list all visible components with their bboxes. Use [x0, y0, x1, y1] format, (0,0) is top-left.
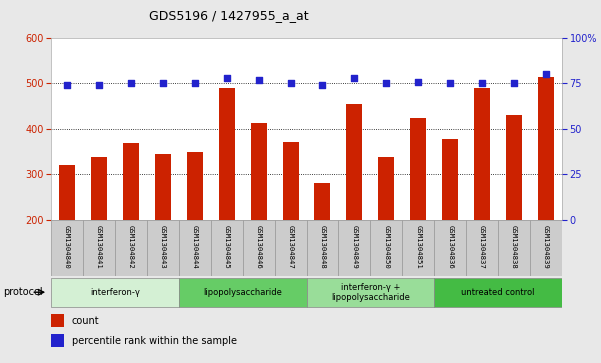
Bar	[147, 220, 179, 276]
Point	[285, 81, 295, 86]
Point	[126, 81, 136, 86]
Text: GSM1304845: GSM1304845	[224, 225, 230, 269]
Bar	[346, 104, 362, 220]
Text: GSM1304836: GSM1304836	[447, 225, 453, 269]
Text: GSM1304848: GSM1304848	[320, 225, 326, 269]
Text: GSM1304840: GSM1304840	[64, 225, 70, 269]
Bar	[538, 77, 554, 220]
Bar	[59, 165, 75, 220]
Bar	[51, 314, 64, 327]
Bar	[474, 88, 490, 220]
Text: GSM1304847: GSM1304847	[287, 225, 293, 269]
Bar	[275, 220, 307, 276]
Bar	[314, 183, 331, 220]
Text: GSM1304849: GSM1304849	[352, 225, 358, 269]
Point	[222, 75, 231, 81]
Point	[413, 79, 423, 85]
Bar	[51, 220, 83, 276]
Bar	[251, 123, 267, 220]
Bar	[338, 220, 370, 276]
Text: GSM1304843: GSM1304843	[160, 225, 166, 269]
Point	[63, 82, 72, 88]
Bar	[307, 220, 338, 276]
Bar	[379, 157, 394, 220]
Text: GSM1304850: GSM1304850	[383, 225, 389, 269]
Bar	[434, 220, 466, 276]
Bar	[51, 334, 64, 347]
Point	[190, 81, 200, 86]
Bar	[123, 143, 139, 220]
Text: protocol: protocol	[3, 287, 43, 297]
Bar	[466, 220, 498, 276]
Bar	[506, 115, 522, 220]
Point	[94, 82, 104, 88]
Text: GSM1304851: GSM1304851	[415, 225, 421, 269]
Point	[318, 82, 328, 88]
Bar	[179, 277, 307, 307]
Point	[445, 81, 455, 86]
Bar	[91, 157, 107, 220]
Text: lipopolysaccharide: lipopolysaccharide	[203, 288, 282, 297]
Text: interferon-γ: interferon-γ	[90, 288, 140, 297]
Point	[509, 81, 519, 86]
Bar	[442, 139, 458, 220]
Bar	[211, 220, 243, 276]
Bar	[155, 154, 171, 220]
Bar	[307, 277, 435, 307]
Text: GSM1304839: GSM1304839	[543, 225, 549, 269]
Text: GSM1304844: GSM1304844	[192, 225, 198, 269]
Bar	[83, 220, 115, 276]
Point	[254, 77, 263, 83]
Bar	[115, 220, 147, 276]
Bar	[402, 220, 435, 276]
Text: GSM1304841: GSM1304841	[96, 225, 102, 269]
Bar	[179, 220, 211, 276]
Point	[382, 81, 391, 86]
Text: count: count	[72, 316, 99, 326]
Text: interferon-γ +
lipopolysaccharide: interferon-γ + lipopolysaccharide	[331, 282, 410, 302]
Bar	[434, 277, 562, 307]
Text: untreated control: untreated control	[462, 288, 535, 297]
Bar	[370, 220, 402, 276]
Bar	[282, 142, 299, 220]
Text: GSM1304838: GSM1304838	[511, 225, 517, 269]
Text: GDS5196 / 1427955_a_at: GDS5196 / 1427955_a_at	[148, 9, 308, 22]
Bar	[187, 152, 203, 220]
Point	[158, 81, 168, 86]
Point	[541, 72, 551, 77]
Bar	[219, 88, 234, 220]
Bar	[498, 220, 530, 276]
Point	[477, 81, 487, 86]
Bar	[51, 277, 179, 307]
Text: GSM1304837: GSM1304837	[479, 225, 485, 269]
Bar	[410, 118, 426, 220]
Text: percentile rank within the sample: percentile rank within the sample	[72, 336, 237, 346]
Bar	[530, 220, 562, 276]
Point	[350, 75, 359, 81]
Text: GSM1304842: GSM1304842	[128, 225, 134, 269]
Bar	[243, 220, 275, 276]
Text: GSM1304846: GSM1304846	[255, 225, 261, 269]
